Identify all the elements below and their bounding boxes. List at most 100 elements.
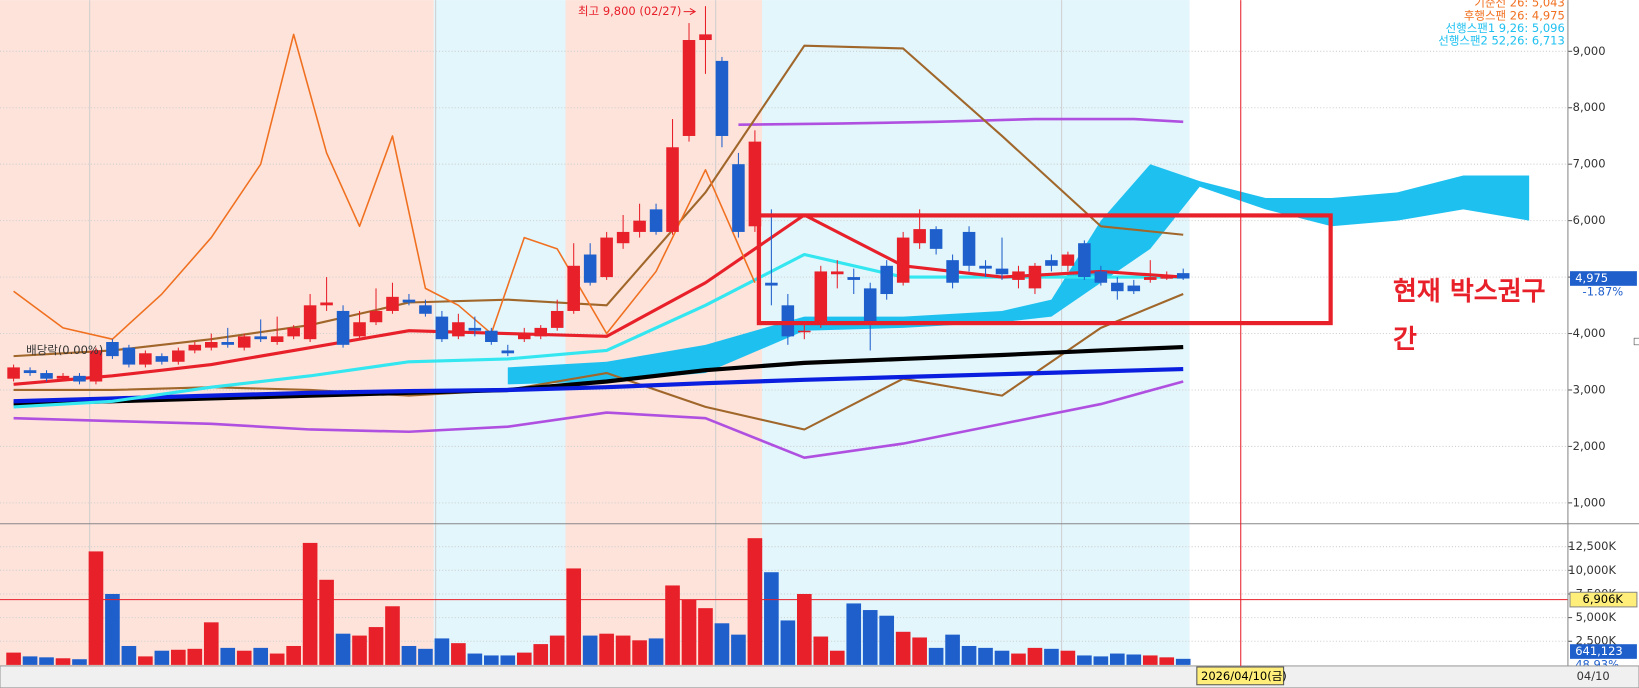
volume-bar [516,652,532,665]
volume-bar [632,640,647,665]
candle-body [40,373,53,379]
candle-body [89,350,103,382]
candle-body [270,336,284,343]
date-axis [0,665,1639,688]
volume-bar [582,635,598,665]
volume-bar [747,538,763,665]
candle-body [616,231,630,244]
box-note: 현재 박스권구간 [1393,277,1546,355]
volume-bar [434,638,450,665]
candle-body [649,209,663,232]
candle-body [23,370,37,374]
candle-body [122,347,136,365]
candle-body [139,353,152,365]
volume-bar [401,645,417,665]
volume-bar [681,599,697,665]
volume-bar [138,656,153,665]
candle-body [205,342,218,348]
volume-bar [846,603,862,665]
volume-bar [994,650,1010,665]
volume-bar [797,593,812,665]
candle-body [1176,273,1190,279]
volume-bar [22,656,38,665]
volume-marker-box [1569,591,1638,608]
volume-bar [154,650,170,665]
volume-bar [88,551,104,665]
last-date: 04/10 [1577,669,1610,683]
candle-body [1045,260,1058,266]
volume-bar [418,648,433,665]
volume-bar [829,650,845,665]
indicator-line [13,33,756,340]
candle-body [501,350,515,354]
price-change: -1.87% [1583,285,1624,299]
volume-bar [928,647,944,665]
y-tick-label: 3,000 [1573,382,1606,396]
volume-bar [813,636,829,665]
y-tick-label: 6,000 [1573,213,1606,227]
candle-body [1111,282,1124,292]
candle-body [336,310,350,345]
annotation-arrow [683,8,697,16]
candle-body [550,310,564,328]
candle-body [7,367,20,379]
candle-body [929,229,943,249]
volume-bar [105,593,120,665]
volume-bar [1093,656,1109,665]
legend-entry: 선행스팬1 9,26: 5,096 [1446,21,1565,35]
volume-bar [451,643,466,665]
y-tick-label: 10,000K [1568,563,1616,577]
candle-body [567,265,580,311]
y-tick-label: 4,000 [1573,326,1606,340]
volume-bar [368,627,384,665]
volume-bar [335,633,351,665]
candle-body [946,260,959,283]
candle-body [847,277,861,280]
volume-bar [286,645,301,665]
volume-bar [203,622,219,665]
volume-bar [1044,648,1059,665]
volume-bar [269,653,285,665]
candle-body [1094,271,1108,283]
candle-body [237,336,251,348]
dividend-annotation: 배당락(0.00%) [26,343,103,357]
volume-bar [1126,654,1142,665]
candle-body [188,344,202,351]
volume-bar [698,608,713,665]
volume-bar [1175,658,1191,665]
candle-body [633,220,646,232]
candle-body [699,34,712,41]
volume-bar [599,633,614,665]
volume-bar [171,649,186,665]
candle-body [369,310,383,323]
volume-bar [764,572,779,665]
volume-bar [780,620,796,665]
candle-body [913,229,926,244]
candle-body [715,60,729,136]
candle-body [1061,254,1075,266]
candle-body [1127,285,1141,292]
y-tick-label: 2,000 [1573,439,1606,453]
candle-body [73,375,86,382]
volume-bar [6,652,21,665]
volume-bar [352,635,367,665]
candle-body [666,147,679,232]
candle-body [781,305,795,337]
y-tick-label: 1,000 [1573,495,1606,509]
candle-body [172,350,185,362]
volume-current: 641,123 [1575,644,1623,658]
volume-bar [39,657,54,665]
candle-body [56,375,70,379]
candle-body [798,330,811,333]
candle-body [1160,277,1174,279]
candle-body [435,316,449,340]
candle-body [962,231,976,266]
volume-bar [1027,647,1043,665]
volume-bar [961,645,977,665]
volume-bar [648,638,664,665]
volume-bar [1011,653,1026,665]
volume-bar [912,637,927,665]
candle-body [221,342,235,345]
